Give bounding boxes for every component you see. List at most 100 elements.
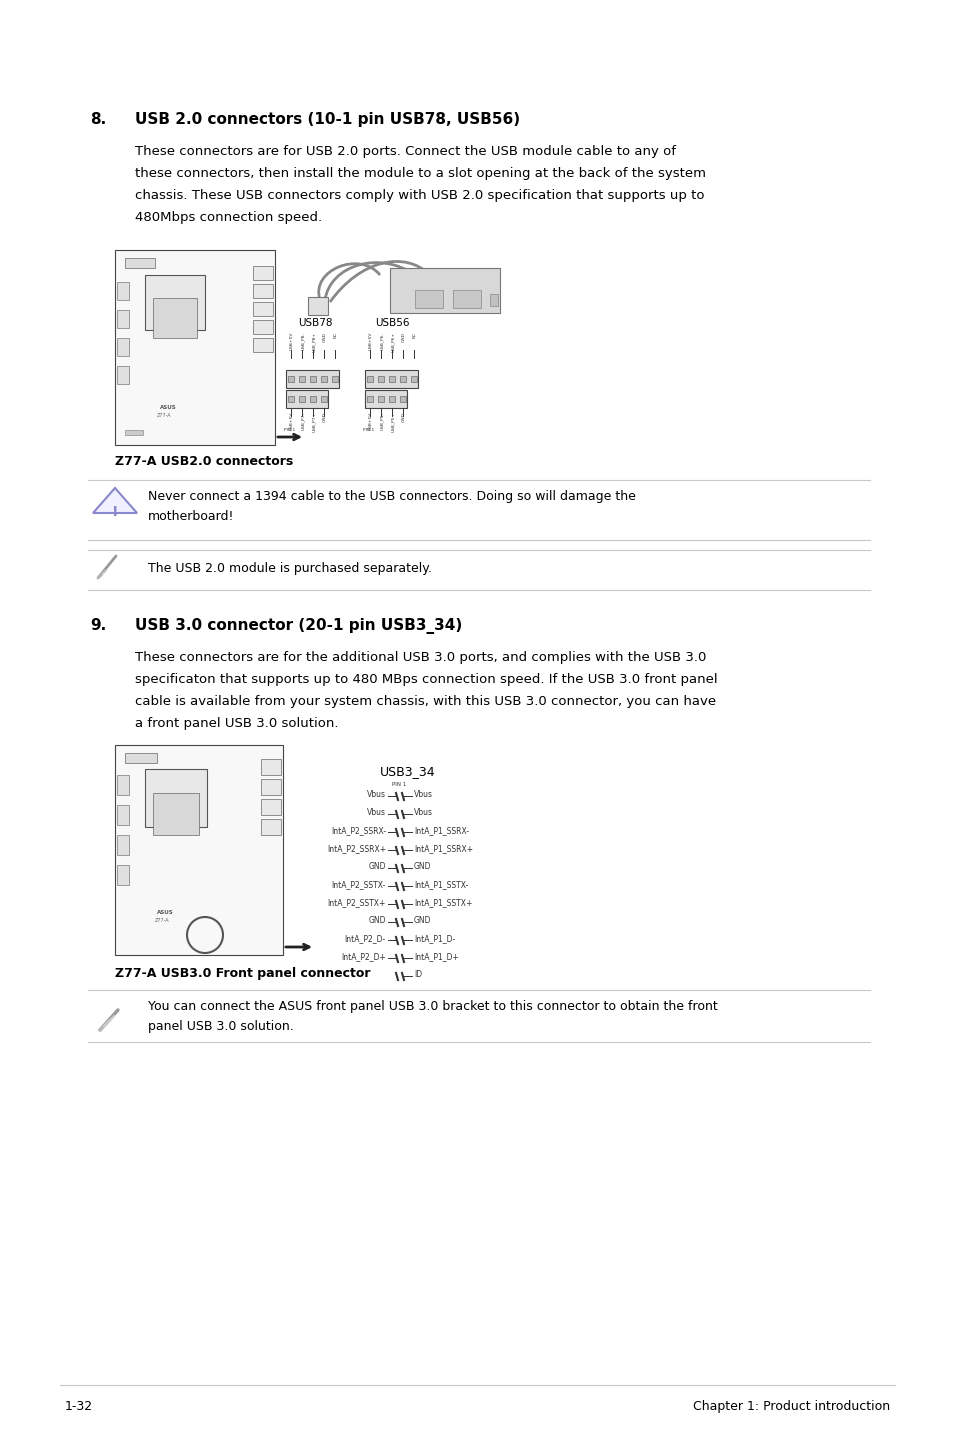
Text: USB_P8-: USB_P8-: [301, 332, 305, 351]
Text: USB3_34: USB3_34: [379, 765, 436, 778]
Text: IntA_P2_SSTX-: IntA_P2_SSTX-: [332, 881, 386, 889]
Text: Z77-A: Z77-A: [157, 412, 172, 418]
Text: GND: GND: [414, 916, 431, 925]
Text: IntA_P1_SSTX+: IntA_P1_SSTX+: [414, 898, 472, 906]
Text: PIN 1: PIN 1: [392, 782, 406, 788]
Polygon shape: [92, 488, 137, 513]
Text: 8.: 8.: [90, 112, 106, 127]
Text: USB+5V: USB+5V: [290, 332, 294, 351]
Bar: [320, 377, 327, 382]
Bar: [261, 819, 281, 835]
Text: You can connect the ASUS front panel USB 3.0 bracket to this connector to obtain: You can connect the ASUS front panel USB…: [148, 1000, 717, 1012]
Bar: [320, 397, 327, 402]
Text: USB_P8+: USB_P8+: [312, 332, 315, 352]
Text: GND: GND: [414, 862, 431, 871]
Text: These connectors are for USB 2.0 ports. Connect the USB module cable to any of: These connectors are for USB 2.0 ports. …: [135, 145, 676, 158]
Text: IntA_P2_SSRX-: IntA_P2_SSRX-: [331, 826, 386, 835]
Bar: [365, 390, 407, 408]
Bar: [261, 759, 281, 775]
Bar: [261, 779, 281, 795]
Text: USB_P6+: USB_P6+: [391, 332, 395, 352]
Bar: [261, 799, 281, 815]
Text: Vbus: Vbus: [414, 790, 433, 799]
Bar: [125, 258, 154, 268]
Bar: [253, 319, 273, 334]
Text: USB_P7-: USB_P7-: [301, 412, 305, 430]
Text: USB+5V: USB+5V: [369, 332, 373, 351]
Bar: [298, 397, 305, 402]
Bar: [390, 268, 499, 314]
Text: IntA_P2_D-: IntA_P2_D-: [344, 934, 386, 944]
Text: USB56: USB56: [375, 318, 409, 328]
Bar: [367, 377, 373, 382]
Text: Vbus: Vbus: [367, 808, 386, 818]
Text: GND: GND: [323, 332, 327, 342]
Text: panel USB 3.0 solution.: panel USB 3.0 solution.: [148, 1020, 294, 1032]
Bar: [411, 377, 416, 382]
Bar: [117, 865, 129, 885]
Text: USB+5V: USB+5V: [369, 412, 373, 431]
Bar: [377, 397, 384, 402]
Text: USB+5V: USB+5V: [290, 412, 294, 431]
Text: IntA_P1_SSTX-: IntA_P1_SSTX-: [414, 881, 468, 889]
Bar: [253, 284, 273, 298]
Bar: [117, 805, 129, 825]
Bar: [117, 835, 129, 855]
Text: ASUS: ASUS: [160, 405, 176, 410]
Text: chassis. These USB connectors comply with USB 2.0 specification that supports up: chassis. These USB connectors comply wit…: [135, 189, 703, 202]
Bar: [145, 275, 205, 329]
Text: USB78: USB78: [297, 318, 333, 328]
Text: NC: NC: [413, 332, 416, 338]
Bar: [308, 296, 328, 315]
Text: Z77-A: Z77-A: [154, 918, 170, 924]
Text: USB 3.0 connector (20-1 pin USB3_34): USB 3.0 connector (20-1 pin USB3_34): [135, 619, 462, 634]
Bar: [253, 302, 273, 316]
Bar: [152, 793, 199, 835]
Bar: [365, 369, 417, 388]
Text: IntA_P2_SSRX+: IntA_P2_SSRX+: [327, 843, 386, 853]
Text: Vbus: Vbus: [414, 808, 433, 818]
Bar: [117, 367, 129, 384]
Bar: [117, 282, 129, 299]
Bar: [117, 338, 129, 357]
Text: IntA_P2_SSTX+: IntA_P2_SSTX+: [327, 898, 386, 906]
Text: Never connect a 1394 cable to the USB connectors. Doing so will damage the: Never connect a 1394 cable to the USB co…: [148, 490, 636, 503]
Text: NC: NC: [334, 332, 337, 338]
Bar: [115, 251, 274, 445]
Bar: [152, 298, 196, 338]
Bar: [399, 397, 406, 402]
Text: Chapter 1: Product introduction: Chapter 1: Product introduction: [692, 1400, 889, 1413]
Text: GND: GND: [368, 862, 386, 871]
Bar: [253, 338, 273, 352]
Text: these connectors, then install the module to a slot opening at the back of the s: these connectors, then install the modul…: [135, 168, 705, 180]
Text: Z77-A USB2.0 connectors: Z77-A USB2.0 connectors: [115, 455, 293, 468]
Text: These connectors are for the additional USB 3.0 ports, and complies with the USB: These connectors are for the additional …: [135, 652, 705, 664]
Text: Z77-A USB3.0 Front panel connector: Z77-A USB3.0 Front panel connector: [115, 967, 370, 979]
Bar: [288, 377, 294, 382]
Bar: [310, 397, 315, 402]
Text: USB_P7+: USB_P7+: [312, 412, 315, 432]
Text: motherboard!: motherboard!: [148, 510, 234, 523]
Bar: [115, 745, 283, 955]
Bar: [389, 397, 395, 402]
Text: specificaton that supports up to 480 MBps connection speed. If the USB 3.0 front: specificaton that supports up to 480 MBp…: [135, 673, 717, 686]
Text: 480Mbps connection speed.: 480Mbps connection speed.: [135, 211, 322, 223]
Bar: [453, 291, 480, 308]
Bar: [117, 309, 129, 328]
Text: IntA_P1_D-: IntA_P1_D-: [414, 934, 455, 944]
Bar: [125, 753, 157, 763]
Text: ID: ID: [414, 969, 421, 979]
Text: ASUS: ASUS: [157, 909, 173, 915]
Text: cable is available from your system chassis, with this USB 3.0 connector, you ca: cable is available from your system chas…: [135, 695, 716, 707]
Text: GND: GND: [401, 332, 406, 342]
Bar: [490, 294, 497, 306]
Text: !: !: [112, 505, 118, 518]
Text: USB 2.0 connectors (10-1 pin USB78, USB56): USB 2.0 connectors (10-1 pin USB78, USB5…: [135, 112, 519, 127]
Bar: [286, 390, 328, 408]
Text: USB_P5-: USB_P5-: [379, 412, 384, 430]
Bar: [253, 266, 273, 281]
Text: IntA_P1_SSRX+: IntA_P1_SSRX+: [414, 843, 473, 853]
Bar: [399, 377, 406, 382]
Text: 1-32: 1-32: [65, 1400, 93, 1413]
Bar: [389, 377, 395, 382]
